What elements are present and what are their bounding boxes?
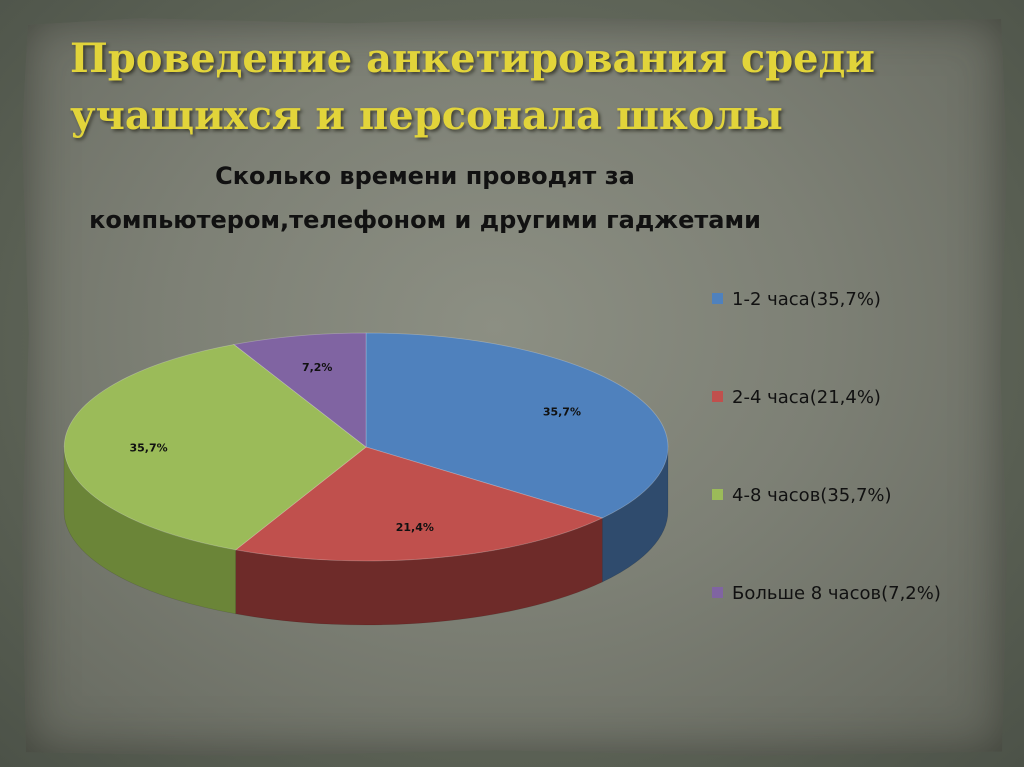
pie-side-wall <box>63 446 236 615</box>
pie-data-label: 35,7% <box>543 405 581 418</box>
legend-swatch <box>712 587 723 598</box>
pie-slice <box>233 332 367 448</box>
legend-label: 2-4 часа(21,4%) <box>732 387 881 408</box>
legend-swatch <box>712 293 723 304</box>
pie-data-label: 7,2% <box>302 361 333 374</box>
legend-item: 4-8 часов(35,7%) <box>712 482 962 509</box>
slide-title: Проведение анкетирования среди учащихся … <box>70 35 875 139</box>
legend-item: 1-2 часа(35,7%) <box>712 286 962 313</box>
legend-item: 2-4 часа(21,4%) <box>712 384 962 411</box>
pie-data-label: 21,4% <box>396 521 434 534</box>
pie-slice <box>365 332 669 519</box>
pie-data-label: 35,7% <box>130 441 168 454</box>
legend-label: 1-2 часа(35,7%) <box>732 289 881 310</box>
legend-label: 4-8 часов(35,7%) <box>732 485 892 506</box>
pie-slice <box>234 446 604 562</box>
chart-title: Сколько времени проводят за компьютером,… <box>89 162 761 234</box>
pie-sides <box>63 446 669 626</box>
legend-swatch <box>712 489 723 500</box>
legend-swatch <box>712 391 723 402</box>
legend-item: Больше 8 часов(7,2%) <box>712 580 962 607</box>
pie-slice <box>63 344 367 551</box>
legend-label: Больше 8 часов(7,2%) <box>732 583 941 604</box>
